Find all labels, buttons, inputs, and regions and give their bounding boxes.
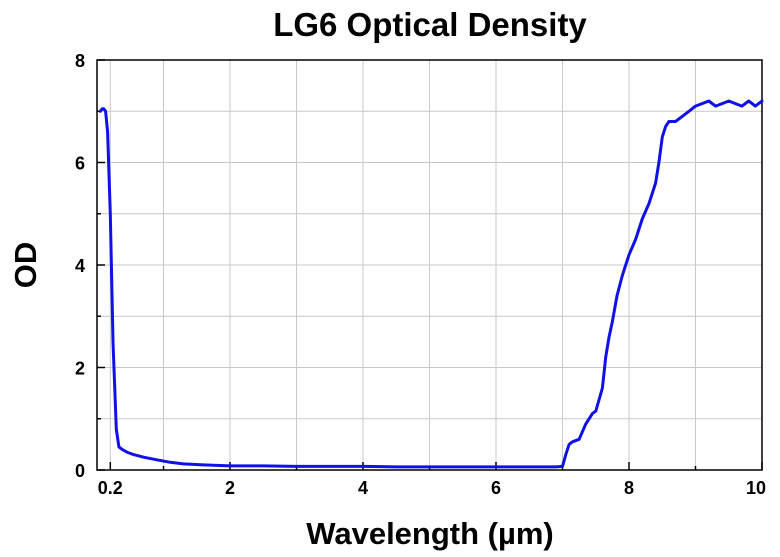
- y-tick-label: 6: [75, 154, 85, 174]
- x-tick-label: 2: [225, 478, 235, 498]
- x-tick-labels: 0.2 2 4 6 8 10: [98, 478, 766, 498]
- y-tick-label: 4: [75, 256, 85, 276]
- y-axis-title: OD: [8, 242, 43, 289]
- series-layer: [98, 99, 764, 469]
- x-axis-title: Wavelength (µm): [306, 516, 554, 551]
- y-tick-label: 8: [75, 51, 85, 71]
- x-tick-label: 10: [746, 478, 766, 498]
- x-tick-label: 6: [491, 478, 501, 498]
- x-tick-label: 4: [358, 478, 368, 498]
- x-tick-label: 0.2: [98, 478, 123, 498]
- y-tick-label: 2: [75, 359, 85, 379]
- x-tick-label: 8: [624, 478, 634, 498]
- y-tick-label: 0: [75, 461, 85, 481]
- y-tick-labels: 0 2 4 6 8: [75, 51, 85, 481]
- gridlines: [97, 60, 762, 470]
- chart-title: LG6 Optical Density: [273, 6, 587, 43]
- series-line: [98, 99, 764, 469]
